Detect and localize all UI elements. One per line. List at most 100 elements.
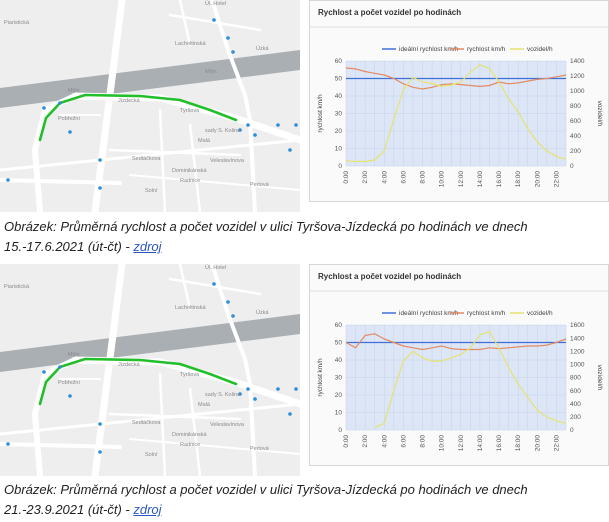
- series-line-2: [345, 67, 567, 90]
- source-link[interactable]: zdroj: [133, 239, 162, 254]
- map-label: Malá: [198, 138, 211, 144]
- legend-label: ideální rychlost km/h: [399, 46, 459, 53]
- street-network: [0, 0, 300, 212]
- map-label: Jízdecká: [118, 98, 141, 104]
- x-tick-label: 14:00: [477, 171, 484, 188]
- y-right-tick-label: 200: [570, 148, 581, 155]
- map-label: Dominikánská: [172, 168, 207, 174]
- y-right-axis-title: vozidel/h: [596, 365, 603, 391]
- chart-title: Rychlost a počet vozidel po hodinách: [318, 272, 461, 281]
- y-right-tick-label: 600: [570, 388, 581, 395]
- y-left-tick-label: 0: [338, 163, 342, 170]
- caption-text: Obrázek: Průměrná rychlost a počet vozid…: [4, 219, 528, 254]
- y-right-axis-title: vozidel/h: [596, 101, 603, 127]
- x-tick-label: 4:00: [381, 171, 388, 184]
- chart-card: Rychlost a počet vozidel po hodinách 0 10 2…: [309, 0, 609, 202]
- x-tick-label: 0:00: [343, 435, 350, 448]
- caption-text: Obrázek: Průměrná rychlost a počet vozid…: [4, 482, 528, 517]
- x-tick-label: 20:00: [534, 435, 541, 452]
- map-graphic: Piaristická Lacholtinská Úzká Mlýn Jízde…: [0, 264, 300, 476]
- y-left-tick-label: 50: [335, 340, 343, 347]
- map-label: Úzká: [256, 309, 269, 316]
- map-label: Pobřežní: [58, 116, 80, 122]
- figure-2: Piaristická Lacholtinská Úzká Mlýn Jízde…: [0, 264, 609, 476]
- map-label: Solní: [145, 188, 158, 194]
- x-tick-label: 22:00: [553, 171, 560, 188]
- map-label: Mlýn: [68, 88, 80, 94]
- map-label: Radnice: [180, 178, 200, 184]
- x-tick-label: 14:00: [477, 435, 484, 452]
- source-link[interactable]: zdroj: [133, 502, 162, 517]
- legend-label: rychlost km/h: [467, 46, 506, 53]
- sensor-dots: [6, 18, 298, 190]
- map-street-labels: Piaristická Lacholtinská Úzká Mlýn Jízde…: [4, 264, 270, 458]
- y-right-tick-label: 0: [570, 163, 574, 170]
- x-tick-label: 6:00: [400, 435, 407, 448]
- y-left-tick-label: 60: [335, 322, 343, 329]
- y-left-tick-label: 60: [335, 58, 343, 65]
- route-highlight: [38, 357, 238, 406]
- map-label: Dominikánská: [172, 432, 207, 438]
- y-right-tick-label: 800: [570, 103, 581, 110]
- x-tick-label: 22:00: [553, 435, 560, 452]
- y-right-tick-label: 400: [570, 133, 581, 140]
- map-label: sady S. Kolina: [205, 128, 241, 134]
- x-tick-label: 2:00: [362, 435, 369, 448]
- x-tick-label: 10:00: [439, 171, 446, 188]
- map-street-labels: Piaristická Lacholtinská Úzká Mlýn Mlýn …: [4, 0, 270, 194]
- map-label: Perlová: [250, 446, 270, 452]
- series-line-3: [374, 331, 567, 428]
- y-right-tick-label: 1400: [570, 58, 585, 65]
- y-left-tick-label: 30: [335, 111, 343, 118]
- map-label: Perlová: [250, 182, 270, 188]
- map-label: Solní: [145, 452, 158, 458]
- y-right-tick-label: 400: [570, 401, 581, 408]
- street-map: Piaristická Lacholtinská Úzká Mlýn Mlýn …: [0, 0, 300, 212]
- figure-caption: Obrázek: Průměrná rychlost a počet vozid…: [4, 480, 608, 520]
- map-label: Veleslavínova: [210, 158, 245, 164]
- y-left-tick-label: 0: [338, 427, 342, 434]
- legend-label: rychlost km/h: [467, 310, 506, 317]
- y-left-tick-label: 10: [335, 146, 343, 153]
- y-right-tick-label: 1000: [570, 362, 585, 369]
- sensor-dots: [6, 282, 298, 454]
- figure-caption: Obrázek: Průměrná rychlost a počet vozid…: [4, 217, 608, 257]
- y-right-tick-label: 1400: [570, 335, 585, 342]
- map-label: Pobřežní: [58, 380, 80, 386]
- map-label: Lacholtinská: [175, 41, 207, 47]
- map-label: sady S. Kolina: [205, 392, 241, 398]
- map-label: Piaristická: [4, 20, 30, 26]
- x-tick-label: 12:00: [458, 435, 465, 452]
- street-network: [0, 264, 300, 476]
- chart-title: Rychlost a počet vozidel po hodinách: [318, 8, 461, 17]
- y-right-tick-label: 1600: [570, 322, 585, 329]
- map-label: Sedláčkova: [132, 420, 161, 426]
- y-left-tick-label: 50: [335, 76, 343, 83]
- legend-label: vozidel/h: [527, 310, 553, 317]
- legend-label: ideální rychlost km/h: [399, 310, 459, 317]
- map-label: Úl. Hotel: [205, 0, 226, 7]
- speed-volume-chart: Rychlost a počet vozidel po hodinách 0 10 2…: [310, 272, 608, 452]
- y-left-tick-label: 40: [335, 357, 343, 364]
- y-right-tick-label: 1200: [570, 73, 585, 80]
- y-left-tick-label: 20: [335, 392, 343, 399]
- map-label: Jízdecká: [118, 362, 141, 368]
- x-tick-label: 18:00: [515, 435, 522, 452]
- y-left-tick-label: 10: [335, 410, 343, 417]
- y-right-tick-label: 800: [570, 375, 581, 382]
- speed-volume-chart: Rychlost a počet vozidel po hodinách 0 10 2…: [310, 8, 608, 188]
- x-tick-label: 6:00: [400, 171, 407, 184]
- map-label: Lacholtinská: [175, 305, 207, 311]
- y-right-tick-label: 0: [570, 427, 574, 434]
- map-label: Piaristická: [4, 284, 30, 290]
- y-left-tick-label: 40: [335, 93, 343, 100]
- y-left-tick-label: 30: [335, 375, 343, 382]
- map-label: Veleslavínova: [210, 422, 245, 428]
- x-tick-label: 10:00: [439, 435, 446, 452]
- x-tick-label: 0:00: [343, 171, 350, 184]
- y-right-tick-label: 1200: [570, 348, 585, 355]
- x-tick-label: 18:00: [515, 171, 522, 188]
- map-label: Úl. Hotel: [205, 264, 226, 271]
- map-label: Tyršova: [180, 108, 200, 114]
- map-label: Mlýn: [205, 69, 217, 75]
